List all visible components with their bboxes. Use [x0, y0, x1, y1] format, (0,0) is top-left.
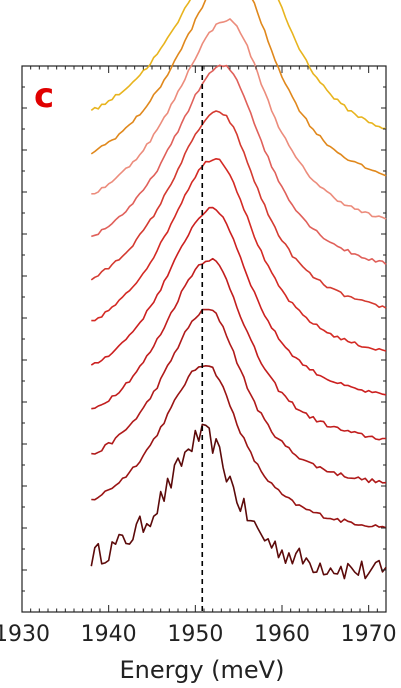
x-tick-label-1930: 1930 — [0, 622, 50, 647]
spectrum-curve-4 — [91, 257, 386, 441]
spectrum-curve-11 — [90, 0, 387, 130]
spectrum-curve-2 — [91, 365, 387, 529]
spectra-curves — [90, 0, 387, 580]
x-tick-label-1960: 1960 — [254, 622, 310, 647]
x-tick-label-1950: 1950 — [167, 622, 223, 647]
spectrum-curve-3 — [91, 308, 387, 484]
x-tick-label-1940: 1940 — [81, 622, 137, 647]
axis-ticks — [21, 65, 387, 613]
spectrum-curve-7 — [90, 110, 387, 309]
x-tick-label-1970: 1970 — [341, 622, 397, 647]
spectrum-curve-5 — [90, 206, 387, 396]
x-tick-labels: 1930 1940 1950 1960 1970 — [0, 622, 397, 647]
spectrum-curve-9 — [91, 18, 387, 220]
spectrum-curve-10 — [90, 0, 387, 177]
spectrum-curve-6 — [91, 158, 387, 352]
panel-label: c — [34, 76, 54, 116]
x-axis-title: Energy (meV) — [120, 656, 285, 684]
spectrum-curve-8 — [91, 64, 387, 266]
spectrum-curve-1 — [90, 423, 387, 580]
